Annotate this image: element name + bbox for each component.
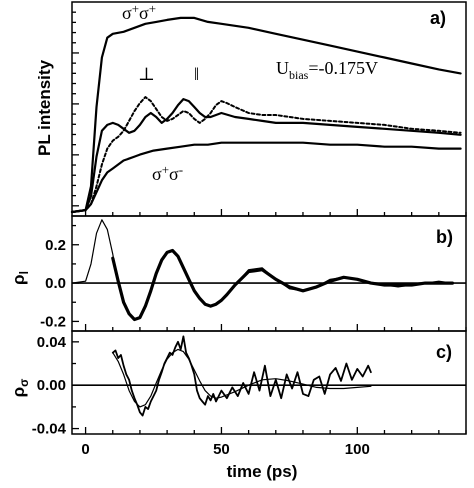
y-tick-label: 0.04 — [37, 334, 67, 351]
series-c-thin-smooth — [112, 348, 372, 408]
perpendicular-label: ⊥ — [138, 64, 155, 84]
y-tick-label: 0.0 — [45, 275, 66, 292]
y-axis-title-a: PL intensity — [35, 59, 54, 156]
parallel-label: ‖ — [194, 64, 199, 84]
y-tick-label: -0.04 — [32, 421, 67, 438]
y-tick-label: 0.00 — [37, 377, 66, 394]
panel-c-frame — [71, 330, 467, 435]
data-curves — [70, 16, 462, 417]
y-tick-label: -0.2 — [40, 313, 66, 330]
series-a-solid — [70, 16, 462, 214]
zero-lines — [72, 282, 466, 387]
ubias-label: Ubias=-0.175V — [276, 58, 378, 82]
y-tick-label: 0.2 — [45, 237, 66, 254]
x-tick-label: 50 — [213, 441, 230, 458]
axis-ticks — [72, 11, 467, 434]
x-tick-label: 100 — [345, 441, 370, 458]
x-axis-title: time (ps) — [227, 462, 298, 481]
panel-a-frame — [71, 1, 467, 217]
y-axis-title-c: ρσ — [9, 379, 31, 398]
series-a-solid — [70, 98, 462, 214]
y-axis-title-b: ρl — [9, 271, 31, 285]
tick-labels: -0.2 0.0 0.2 -0.04 0.00 0.04 0 50 100 — [32, 237, 370, 458]
series-a-dashed — [71, 96, 462, 213]
sigma-plus-plus-label: σ+σ+ — [122, 1, 156, 23]
series-c-noisy — [111, 335, 372, 417]
sigma-plus-minus-label: σ+σ- — [152, 162, 183, 184]
panel-a-label: a) — [430, 8, 446, 28]
series-b-thick — [111, 248, 454, 322]
panel-b-label: b) — [436, 227, 453, 247]
series-a-solid — [70, 141, 462, 214]
x-tick-label: 0 — [81, 441, 89, 458]
panel-c-label: c) — [436, 342, 452, 362]
